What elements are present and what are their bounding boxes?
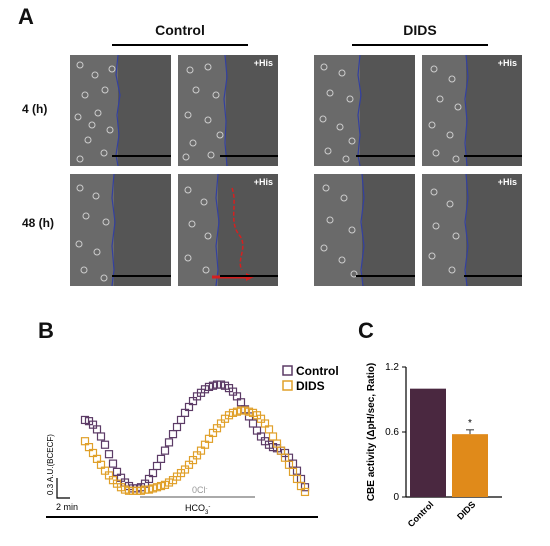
bar-chart: 0 0.6 1.2 CBE activity (ΔpH/sec, Ratio) Cont… [366,362,502,529]
scale-bar [220,275,278,277]
micrograph-dids-his-48h: +His [422,174,522,286]
bar-dids [452,434,488,497]
group-title-control: Control [155,22,205,38]
x-tick-label: DIDS [455,499,477,521]
scale-bar [112,155,171,157]
micrograph-dids-4h [314,55,415,166]
panel-a-letter: A [18,4,34,29]
micrograph-dids-48h [314,174,415,286]
cell-edge-drawing [314,174,415,286]
micrograph-dids-his-4h: +His [422,55,522,166]
y-tick-label: 0.6 [385,427,399,438]
label-0cl: 0Cl- [192,485,208,495]
trace-point-control [160,446,170,455]
micrograph-control-his-48h: +His [178,174,278,286]
group-line-dids [352,44,488,46]
bar-control [410,388,446,497]
scale-bar-b [56,478,70,499]
scale-label-time: 2 min [56,502,78,512]
trace-point-control [100,440,110,449]
trace-point-control [108,459,118,468]
cell-edge-drawing [70,174,171,286]
scale-bar [112,275,171,277]
y-tick-label: 1.2 [385,362,399,373]
group-title-dids: DIDS [403,22,437,38]
trace-chart: Control DIDS 0.3 A.U.(BCECF) 2 min 0Cl- … [46,364,339,518]
micrograph-control-48h [70,174,171,286]
trace-point-dids [268,432,278,441]
row-label-4h: 4 (h) [22,102,48,116]
legend-label-dids: DIDS [296,379,325,393]
trace-point-control [176,415,186,425]
his-label: +His [253,177,273,187]
legend-marker-control [282,365,293,376]
cell-edge-drawing [178,55,278,166]
cell-edge-drawing [70,55,171,166]
trace-point-control [152,461,162,471]
group-line-control [112,44,248,46]
scale-bar [356,275,415,277]
trace-point-control [172,422,182,432]
cell-edge-drawing [314,55,415,166]
significance-star: * [468,418,472,429]
panel-c-letter: C [358,318,374,343]
cell-edge-drawing [422,174,522,286]
panel-b-letter: B [38,318,54,343]
scale-bar [220,155,278,157]
y-tick-label: 0 [393,492,399,503]
trace-point-dids [300,487,310,497]
label-hco3: HCO3- [185,503,210,516]
scale-label-y: 0.3 A.U.(BCECF) [46,434,55,495]
trace-point-control [248,419,258,428]
row-label-48h: 48 (h) [22,216,55,230]
micrograph-control-4h [70,55,171,166]
cell-edge-drawing [422,55,522,166]
cell-edge-drawing [178,174,278,286]
trace-point-control [156,454,166,464]
his-label: +His [497,58,517,68]
scale-bar [464,155,522,157]
scale-bar [464,275,522,277]
trace-point-control [168,430,178,439]
trace-point-control [164,438,174,447]
trace-point-control [96,432,106,441]
y-axis-label: CBE activity (ΔpH/sec, Ratio) [366,363,377,501]
his-label: +His [253,58,273,68]
scale-bar [356,155,415,157]
his-label: +His [497,177,517,187]
x-tick-label: Control [406,499,436,529]
legend-label-control: Control [296,364,339,378]
trace-point-control [104,450,114,459]
legend-marker-dids [282,380,293,391]
micrograph-control-his-4h: +His [178,55,278,166]
